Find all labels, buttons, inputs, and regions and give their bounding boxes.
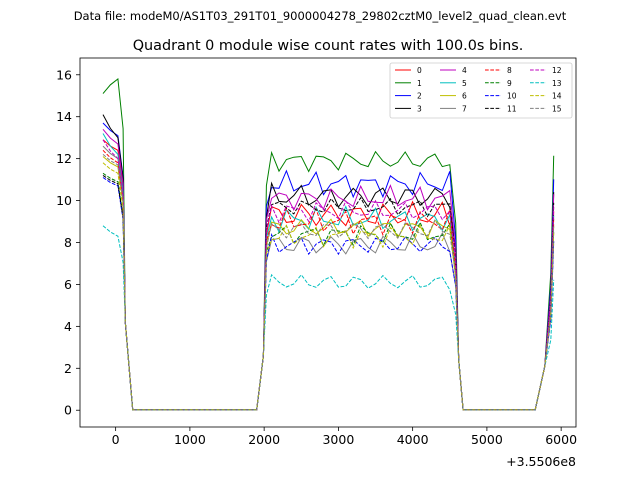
series-line-1: [102, 78, 555, 411]
series-line-6: [102, 156, 555, 411]
x-tick-label: 0: [112, 432, 120, 447]
legend-label: 5: [462, 79, 467, 88]
y-tick-label: 10: [56, 193, 72, 208]
series-line-13: [102, 225, 555, 411]
x-tick-label: 4000: [397, 432, 429, 447]
y-tick-label: 14: [56, 109, 72, 124]
legend-label: 4: [462, 66, 467, 75]
y-tick-label: 16: [56, 67, 72, 82]
legend-label: 3: [417, 104, 422, 113]
x-tick-label: 6000: [545, 432, 577, 447]
y-tick-label: 12: [56, 151, 72, 166]
legend-label: 10: [507, 92, 517, 101]
legend-box: [389, 62, 573, 119]
x-tick-label: 3000: [322, 432, 354, 447]
legend-label: 0: [417, 66, 422, 75]
legend-label: 9: [507, 79, 512, 88]
series-line-12: [102, 139, 555, 411]
legend-label: 14: [552, 92, 562, 101]
legend-label: 13: [552, 79, 562, 88]
legend-label: 1: [417, 79, 422, 88]
legend-label: 7: [462, 104, 467, 113]
x-tick-label: 1000: [174, 432, 206, 447]
x-tick-label: 5000: [471, 432, 503, 447]
chart-suptitle: Data file: modeM0/AS1T03_291T01_90000042…: [74, 9, 567, 23]
series-line-11: [102, 174, 555, 411]
y-tick-label: 8: [64, 235, 72, 250]
series-line-14: [102, 162, 555, 411]
legend-label: 6: [462, 92, 467, 101]
y-tick-label: 6: [64, 277, 72, 292]
x-tick-label: 2000: [248, 432, 280, 447]
legend-label: 11: [507, 104, 517, 113]
series-line-4: [102, 128, 555, 411]
legend-label: 8: [507, 66, 512, 75]
plot-area: [102, 78, 555, 411]
legend-label: 15: [552, 104, 562, 113]
series-line-2: [102, 122, 555, 411]
series-line-8: [102, 149, 555, 411]
series-line-5: [102, 133, 555, 411]
y-tick-label: 2: [64, 361, 72, 376]
x-axis: 0 1000 2000 3000 4000 5000 6000: [112, 427, 577, 447]
legend-label: 12: [552, 66, 562, 75]
series-line-0: [102, 139, 555, 411]
legend-label: 2: [417, 92, 422, 101]
y-tick-label: 0: [64, 403, 72, 418]
y-axis: 0 2 4 6 8 10 12 14 16: [56, 67, 80, 418]
y-tick-label: 4: [64, 319, 72, 334]
series-line-15: [102, 154, 555, 411]
x-offset-label: +3.5506e8: [506, 454, 576, 469]
chart-title: Quadrant 0 module wise count rates with …: [133, 38, 524, 54]
